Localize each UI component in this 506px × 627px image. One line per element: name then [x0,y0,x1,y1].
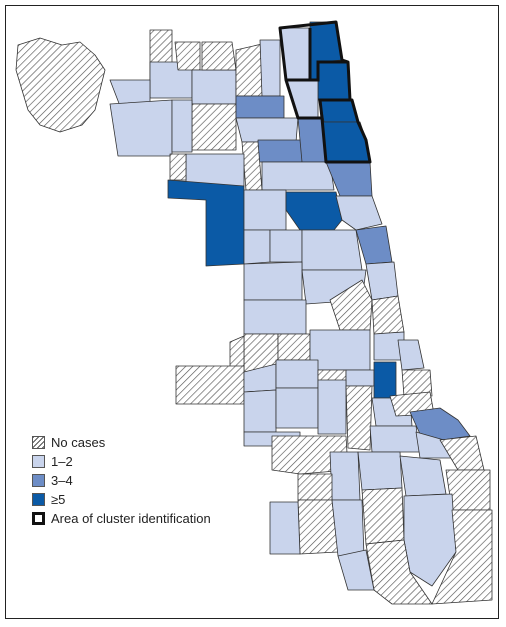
area-s-4 [345,385,373,451]
area-mid-1 [243,189,287,231]
area-wc-5 [329,279,373,331]
area-ms-6 [373,361,397,399]
area-mid-7 [355,225,393,265]
area-mid-5 [269,229,303,263]
area-nc-6 [185,153,245,187]
area-sw-3 [309,329,371,371]
area-nc-3 [257,139,303,163]
area-nw-11 [171,99,193,153]
area-fs-15 [431,509,493,605]
area-nc-9 [325,161,373,197]
area-wc-3 [365,261,399,301]
area-nw-6 [191,69,237,105]
area-fs-11 [297,499,339,555]
area-nw-9 [259,39,281,97]
legend-swatch-no-cases [32,436,45,449]
area-ms-7 [401,369,433,397]
area-fs-9 [297,473,333,501]
legend-label-cluster: Area of cluster identification [51,511,211,526]
legend-swatch-5-plus [32,493,45,506]
area-s-1 [243,389,277,433]
area-fs-13 [361,487,405,545]
area-fs-18 [269,501,301,555]
area-wc-6 [371,295,405,335]
area-fs-7 [357,451,403,491]
area-wc-4 [243,299,307,335]
legend-label-1-2: 1–2 [51,454,73,469]
legend-item-5-plus: ≥5 [32,490,211,509]
area-cl-6 [321,121,371,163]
map-legend: No cases 1–2 3–4 ≥5 Area of cluster iden… [32,433,211,528]
legend-item-1-2: 1–2 [32,452,211,471]
area-ms-1 [175,365,245,405]
area-cl-3 [317,61,351,101]
legend-swatch-cluster [32,512,45,525]
cluster-divider-2 [298,98,350,120]
legend-label-5-plus: ≥5 [51,492,66,507]
legend-label-3-4: 3–4 [51,473,73,488]
area-fs-2 [271,435,349,475]
area-nc-1 [235,95,285,119]
area-nw-4 [109,99,173,157]
area-nc-8 [261,161,335,191]
area-mid-6 [301,229,363,271]
area-nw-5 [174,41,201,71]
area-ohare [15,37,106,133]
area-sw-5 [397,339,425,371]
area-fs-3 [369,425,421,453]
area-nw-7 [201,41,237,71]
area-austin [167,179,245,267]
legend-item-no-cases: No cases [32,433,211,452]
area-s-2 [275,387,319,429]
area-fs-17 [337,549,375,591]
legend-item-cluster: Area of cluster identification [32,509,211,528]
area-s-3 [317,379,347,435]
area-sw-2 [277,333,311,361]
area-mid-2 [285,191,343,231]
legend-label-no-cases: No cases [51,435,106,450]
area-fs-12 [331,499,365,557]
area-mid-3 [335,195,383,231]
area-nc-2 [235,117,299,143]
area-ms-3 [275,359,319,389]
area-nw-10 [191,103,237,151]
legend-item-3-4: 3–4 [32,471,211,490]
legend-swatch-1-2 [32,455,45,468]
legend-swatch-3-4 [32,474,45,487]
area-ms-5 [345,369,375,387]
area-wc-1 [243,261,303,301]
area-fs-8 [399,455,447,497]
area-nc-7 [169,153,187,181]
area-nc-5 [241,141,263,191]
area-fs-6 [329,451,361,501]
cluster-divider-1 [286,60,348,82]
area-mid-4 [243,229,271,265]
